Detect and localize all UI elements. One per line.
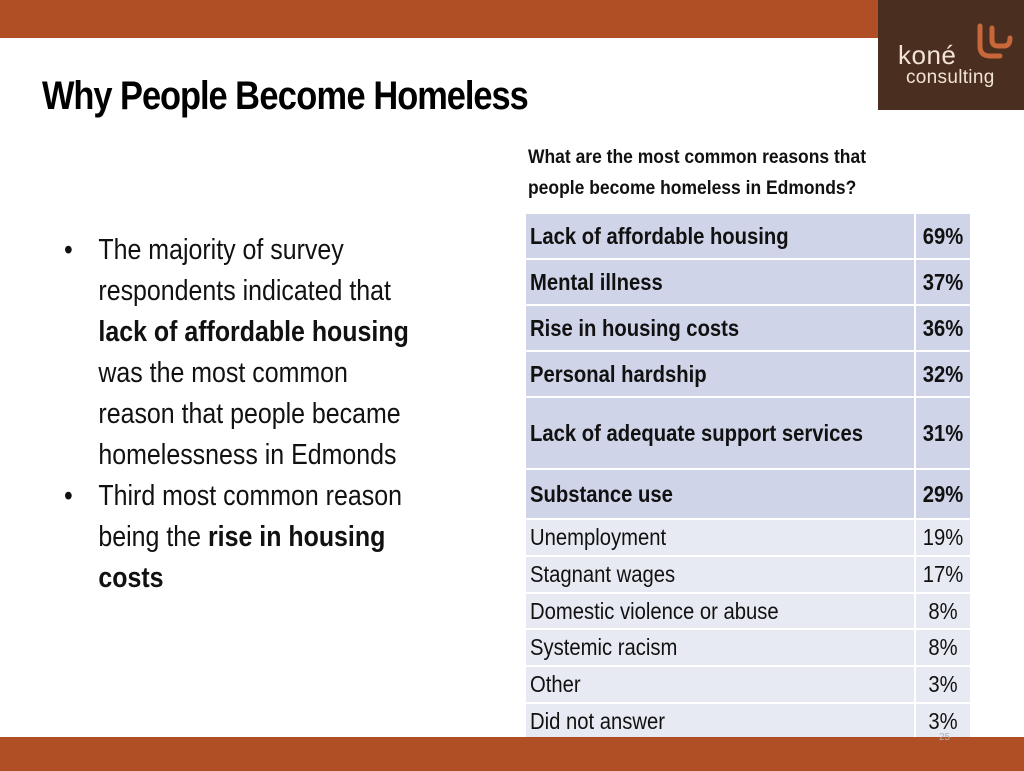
row-value: 36% <box>913 304 973 352</box>
row-value: 3% <box>913 702 973 741</box>
bullet-item-2: Third most common reason being the rise … <box>64 476 425 599</box>
row-value: 8% <box>913 592 973 630</box>
slide-title: Why People Become Homeless <box>42 74 529 119</box>
row-value: 19% <box>913 518 973 557</box>
kone-consulting-logo: koné consulting <box>878 0 1024 110</box>
row-value: 37% <box>913 258 973 306</box>
table-row: Substance use 29% <box>524 468 973 520</box>
row-label: Mental illness <box>524 258 916 306</box>
row-label: Other <box>524 665 916 704</box>
row-label: Lack of affordable housing <box>524 212 916 260</box>
row-value: 3% <box>913 665 973 704</box>
row-value: 32% <box>913 350 973 398</box>
title-part-3: Homeless <box>373 74 528 118</box>
page-number: 25 <box>939 732 951 743</box>
bullet-2-bold: rise in housing costs <box>98 521 386 594</box>
bullet-1-text-start: The majority of survey respondents indic… <box>98 234 391 307</box>
table-row: Lack of adequate support services 31% <box>524 396 973 470</box>
bullet-1-text-end: was the most common reason that people b… <box>98 357 401 471</box>
logo-subtitle: consulting <box>906 67 995 88</box>
table-row: Other 3% <box>524 665 973 704</box>
logo-name: koné <box>898 40 957 70</box>
row-label: Personal hardship <box>524 350 916 398</box>
logo-swirl-icon <box>977 23 1013 59</box>
row-value: 17% <box>913 555 973 594</box>
table-row: Personal hardship 32% <box>524 350 973 398</box>
row-value: 8% <box>913 628 973 667</box>
table-row: Domestic violence or abuse 8% <box>524 592 973 630</box>
table-row: Lack of affordable housing 69% <box>524 212 973 260</box>
bullet-list: The majority of survey respondents indic… <box>64 230 425 599</box>
row-label: Unemployment <box>524 518 916 557</box>
row-label: Rise in housing costs <box>524 304 916 352</box>
row-label: Systemic racism <box>524 628 916 667</box>
bullet-1-bold: lack of affordable housing <box>98 316 409 348</box>
survey-question: What are the most common reasons that pe… <box>528 147 867 199</box>
row-label: Domestic violence or abuse <box>524 592 916 630</box>
row-label: Stagnant wages <box>524 555 916 594</box>
bullet-2-text-start: Third most common reason being the <box>98 480 402 553</box>
title-part-1: Why People <box>42 74 228 118</box>
table-row: Mental illness 37% <box>524 258 973 306</box>
row-value: 69% <box>913 212 973 260</box>
top-accent-bar <box>0 0 1024 38</box>
row-label: Substance use <box>524 468 916 520</box>
title-part-2: Become <box>235 74 365 118</box>
reasons-table: Lack of affordable housing 69% Mental il… <box>524 212 973 741</box>
row-label: Lack of adequate support services <box>524 396 916 470</box>
bullet-item-1: The majority of survey respondents indic… <box>64 230 425 476</box>
row-value: 29% <box>913 468 973 520</box>
table-row: Did not answer 3% <box>524 702 973 741</box>
table-row: Systemic racism 8% <box>524 628 973 667</box>
table-row: Stagnant wages 17% <box>524 555 973 594</box>
table-row: Rise in housing costs 36% <box>524 304 973 352</box>
bottom-accent-bar <box>0 737 1024 771</box>
row-value: 31% <box>913 396 973 470</box>
table-row: Unemployment 19% <box>524 518 973 557</box>
row-label: Did not answer <box>524 702 916 741</box>
